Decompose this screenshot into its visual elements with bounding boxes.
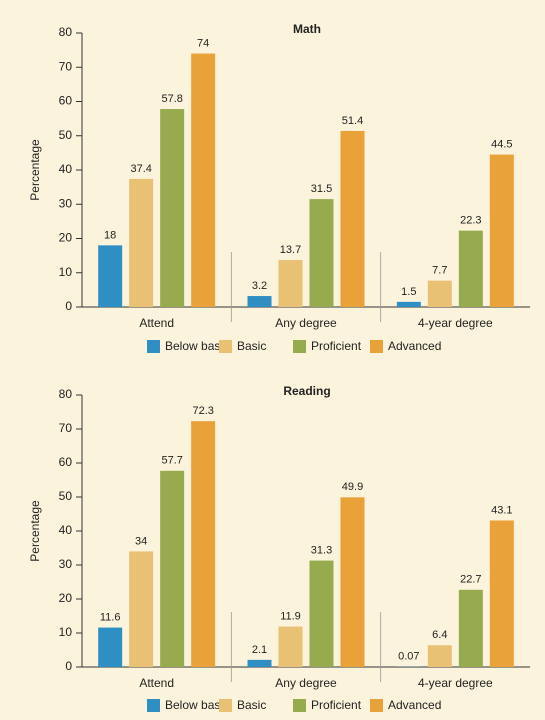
y-tick-label: 80 bbox=[59, 387, 73, 401]
value-label: 22.3 bbox=[460, 215, 481, 227]
y-axis-label: Percentage bbox=[28, 500, 42, 562]
legend-swatch bbox=[293, 340, 306, 353]
bar bbox=[309, 560, 334, 667]
legend-swatch bbox=[219, 699, 232, 712]
legend-swatch bbox=[147, 699, 160, 712]
value-label: 13.7 bbox=[280, 244, 301, 256]
value-label: 11.9 bbox=[280, 610, 301, 622]
bar bbox=[98, 627, 123, 667]
value-label: 57.7 bbox=[161, 455, 182, 467]
bar bbox=[427, 280, 452, 307]
value-label: 6.4 bbox=[432, 629, 447, 641]
x-tick-label: 4-year degree bbox=[418, 676, 493, 690]
legend-swatch bbox=[370, 340, 383, 353]
value-label: 57.8 bbox=[161, 93, 182, 105]
bar bbox=[160, 470, 185, 667]
bar bbox=[98, 245, 123, 307]
legend-label: Below basic bbox=[165, 698, 229, 712]
y-tick-label: 40 bbox=[59, 523, 73, 537]
y-tick-label: 50 bbox=[59, 489, 73, 503]
value-label: 3.2 bbox=[252, 280, 267, 292]
bar bbox=[247, 659, 272, 667]
legend-label: Advanced bbox=[388, 698, 441, 712]
y-tick-label: 0 bbox=[65, 299, 72, 313]
legend-swatch bbox=[219, 340, 232, 353]
value-label: 0.07 bbox=[398, 651, 419, 663]
bar bbox=[160, 109, 185, 307]
legend-swatch bbox=[147, 340, 160, 353]
value-label: 22.7 bbox=[460, 574, 481, 586]
chart-title: Math bbox=[293, 22, 321, 36]
y-tick-label: 30 bbox=[59, 196, 73, 210]
bar bbox=[340, 497, 365, 667]
y-tick-label: 0 bbox=[65, 659, 72, 673]
bar bbox=[191, 421, 216, 667]
value-label: 11.6 bbox=[100, 611, 121, 623]
value-label: 44.5 bbox=[491, 138, 512, 150]
value-label: 51.4 bbox=[342, 115, 363, 127]
bar bbox=[427, 645, 452, 667]
legend-swatch bbox=[293, 699, 306, 712]
value-label: 34 bbox=[135, 535, 147, 547]
value-label: 49.9 bbox=[342, 481, 363, 493]
y-tick-label: 70 bbox=[59, 421, 73, 435]
bar bbox=[129, 178, 154, 307]
value-label: 7.7 bbox=[432, 265, 447, 277]
y-tick-label: 10 bbox=[59, 265, 73, 279]
bar bbox=[340, 130, 365, 307]
bar bbox=[247, 296, 272, 307]
y-tick-label: 50 bbox=[59, 128, 73, 142]
legend-label: Basic bbox=[237, 698, 266, 712]
value-label: 2.1 bbox=[252, 644, 267, 656]
bar bbox=[396, 301, 421, 307]
x-tick-label: Attend bbox=[139, 316, 174, 330]
y-tick-label: 30 bbox=[59, 557, 73, 571]
bar bbox=[309, 199, 334, 307]
y-tick-label: 20 bbox=[59, 231, 73, 245]
y-tick-label: 60 bbox=[59, 455, 73, 469]
legend-label: Advanced bbox=[388, 339, 441, 353]
value-label: 18 bbox=[104, 229, 116, 241]
bar bbox=[278, 626, 303, 667]
bar bbox=[278, 260, 303, 307]
bar bbox=[191, 53, 216, 307]
y-tick-label: 70 bbox=[59, 59, 73, 73]
y-tick-label: 60 bbox=[59, 94, 73, 108]
legend-label: Basic bbox=[237, 339, 266, 353]
bar bbox=[489, 154, 514, 307]
legend-label: Below basic bbox=[165, 339, 229, 353]
x-tick-label: Any degree bbox=[275, 676, 337, 690]
x-tick-label: 4-year degree bbox=[418, 316, 493, 330]
y-tick-label: 80 bbox=[59, 25, 73, 39]
value-label: 74 bbox=[197, 37, 209, 49]
bar bbox=[458, 230, 483, 307]
chart-title: Reading bbox=[283, 384, 330, 398]
y-axis-label: Percentage bbox=[28, 139, 42, 201]
legend-label: Proficient bbox=[311, 339, 362, 353]
value-label: 31.3 bbox=[311, 544, 332, 556]
bar bbox=[129, 551, 154, 667]
x-tick-label: Attend bbox=[139, 676, 174, 690]
value-label: 43.1 bbox=[491, 504, 512, 516]
legend-label: Proficient bbox=[311, 698, 362, 712]
legend-swatch bbox=[370, 699, 383, 712]
x-tick-label: Any degree bbox=[275, 316, 337, 330]
bar bbox=[458, 589, 483, 667]
value-label: 72.3 bbox=[192, 405, 213, 417]
value-label: 1.5 bbox=[401, 286, 416, 298]
y-tick-label: 40 bbox=[59, 162, 73, 176]
y-tick-label: 10 bbox=[59, 625, 73, 639]
value-label: 37.4 bbox=[130, 163, 151, 175]
y-tick-label: 20 bbox=[59, 591, 73, 605]
bar bbox=[489, 520, 514, 667]
value-label: 31.5 bbox=[311, 183, 332, 195]
